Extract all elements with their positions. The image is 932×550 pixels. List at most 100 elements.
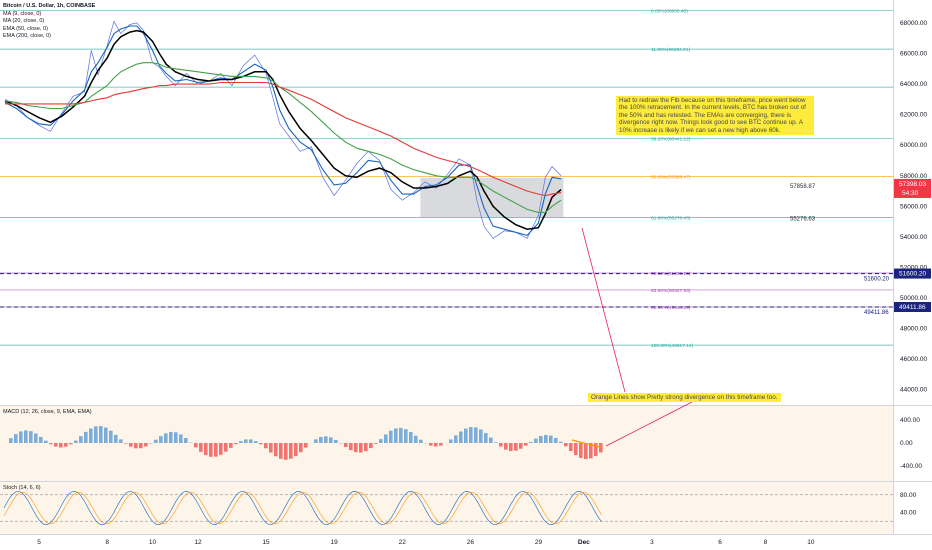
macd-bar: [364, 443, 368, 452]
macd-bar: [344, 443, 348, 447]
macd-bar: [244, 439, 248, 443]
macd-bar: [584, 443, 588, 460]
macd-bar: [404, 429, 408, 443]
y-tick-label: 46000.00: [900, 356, 927, 363]
macd-bar: [79, 436, 83, 443]
macd-bar: [19, 431, 23, 443]
support-price-tag-text: 51600.20: [899, 271, 926, 278]
macd-bar: [84, 431, 88, 443]
macd-bar: [384, 434, 388, 443]
macd-bar: [39, 436, 43, 443]
support-line-label: 51600.20: [864, 277, 890, 283]
macd-bar: [124, 443, 128, 444]
annotation-arrow: [605, 401, 693, 447]
macd-bar: [289, 443, 293, 459]
macd-legend[interactable]: MACD (12, 26, close, 9, EMA, EMA): [3, 409, 92, 415]
macd-bar: [499, 443, 503, 447]
macd-bar: [514, 443, 518, 451]
legend-ema50[interactable]: EMA (50, close, 0): [3, 25, 48, 32]
macd-bar: [504, 443, 508, 450]
y-tick-label: 58000.00: [900, 173, 927, 180]
macd-bar: [214, 443, 218, 457]
macd-bar: [544, 434, 548, 443]
macd-bar: [49, 443, 53, 445]
macd-bar: [554, 437, 558, 443]
macd-bar: [104, 427, 108, 443]
ema50-line: [4, 62, 562, 213]
divergence-annotation[interactable]: Orange Lines show Pretty strong divergen…: [588, 393, 781, 403]
macd-bar: [174, 432, 178, 443]
macd-bar: [334, 439, 338, 443]
macd-bar: [224, 443, 228, 452]
y-tick-label: 48000.00: [900, 326, 927, 333]
macd-bar: [564, 443, 568, 447]
legend-ma20[interactable]: MA (20, close, 0): [3, 18, 45, 25]
macd-bar: [534, 438, 538, 443]
macd-bar: [274, 443, 278, 457]
macd-bar: [164, 433, 168, 443]
macd-bar: [269, 443, 273, 453]
macd-bar: [139, 443, 143, 449]
legend-ma9[interactable]: MA (9, close, 0): [3, 10, 42, 17]
stoch-pane-bg: [0, 482, 893, 534]
macd-bar: [264, 443, 268, 449]
macd-bar: [9, 438, 13, 443]
fib-level-label: 38.20%(60441.12): [651, 136, 691, 142]
macd-bar: [109, 430, 113, 443]
macd-bar: [199, 443, 203, 452]
macd-bar: [159, 436, 163, 443]
macd-bar: [574, 443, 578, 456]
macd-bar: [349, 443, 353, 451]
current-price-text: 57398.03: [899, 181, 926, 188]
macd-bar: [489, 437, 493, 443]
macd-bar: [259, 443, 263, 445]
macd-bar: [14, 434, 18, 443]
x-tick-label: 10: [807, 539, 815, 546]
macd-bar: [414, 435, 418, 443]
macd-bar: [279, 443, 283, 459]
x-tick-label: 3: [650, 539, 654, 546]
macd-bar: [464, 428, 468, 443]
y-tick-label: 62000.00: [900, 112, 927, 119]
macd-bar: [114, 434, 118, 443]
macd-bar: [469, 427, 473, 443]
macd-bar: [59, 443, 63, 448]
divergence-line: [571, 439, 604, 449]
macd-bar: [394, 428, 398, 443]
macd-bar: [144, 443, 148, 447]
chart-legend: Bitcoin / U.S. Dollar, 1h, COINBASE MA (…: [3, 3, 95, 41]
macd-bar: [459, 431, 463, 443]
macd-bar: [529, 441, 533, 443]
fib-annotation[interactable]: Had to redraw the Fib because on this ti…: [616, 96, 814, 136]
stoch-legend[interactable]: Stoch (14, 6, 6): [3, 485, 41, 491]
main-pane-bg: [0, 0, 893, 405]
macd-bar: [299, 443, 303, 453]
x-tick-label: 19: [331, 539, 339, 546]
fib-level-label: 88.60%(49414.25): [651, 305, 691, 311]
macd-bar: [239, 441, 243, 443]
x-tick-label: 26: [467, 539, 475, 546]
y-tick-label: 60000.00: [900, 142, 927, 149]
x-tick-label: 29: [535, 539, 543, 546]
macd-bar: [44, 440, 48, 443]
macd-bar: [429, 443, 433, 446]
fib-level-label: 61.80%(55276.43): [651, 215, 691, 221]
macd-bar: [519, 443, 523, 449]
y-tick-label: 54000.00: [900, 234, 927, 241]
legend-ema200[interactable]: EMA (200, close, 0): [3, 33, 51, 40]
ma20-line: [4, 29, 562, 230]
y-tick-label: 44000.00: [900, 387, 927, 394]
macd-bar: [369, 443, 373, 449]
x-tick-label: 8: [105, 539, 109, 546]
macd-bar: [64, 443, 68, 447]
macd-bar: [484, 433, 488, 443]
macd-bar: [234, 443, 238, 445]
symbol-title[interactable]: Bitcoin / U.S. Dollar, 1h, COINBASE: [3, 3, 96, 9]
macd-tick-label: 400.00: [900, 417, 920, 424]
macd-bar: [359, 443, 363, 453]
macd-bar: [169, 431, 173, 443]
macd-bar: [129, 443, 133, 447]
macd-bar: [314, 439, 318, 443]
